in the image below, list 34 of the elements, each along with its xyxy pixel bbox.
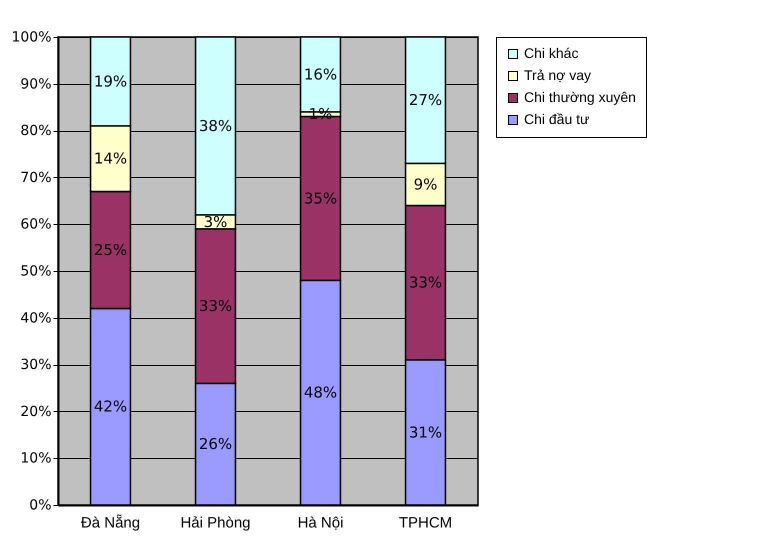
data-label: 33% (198, 297, 232, 316)
data-label: 38% (198, 116, 232, 135)
y-tick-label: 100% (11, 30, 52, 46)
x-tick-label: Hải Phòng (180, 514, 251, 532)
data-label: 31% (408, 423, 442, 442)
y-tick-label: 40% (20, 310, 52, 326)
data-label: 25% (94, 240, 128, 259)
data-label: 48% (304, 384, 338, 402)
legend-label: Chi khác (524, 45, 578, 61)
x-tick-label: Hà Nội (298, 514, 344, 532)
x-tick-label: TPHCM (398, 514, 452, 532)
x-tick-label: Đà Nẵng (80, 514, 140, 532)
legend-label: Trả nợ vay (524, 67, 592, 83)
y-tick-label: 80% (20, 123, 52, 140)
data-label: 9% (414, 175, 438, 194)
legend-label: Chi thường xuyên (524, 89, 636, 105)
data-label: 42% (94, 398, 128, 416)
legend-label: Chi đầu tư (524, 111, 590, 127)
y-tick-label: 50% (20, 264, 52, 280)
y-tick-label: 90% (20, 76, 52, 92)
data-label: 19% (94, 72, 128, 90)
y-tick-label: 30% (20, 357, 52, 374)
data-label: 33% (408, 274, 442, 292)
data-label: 16% (304, 65, 338, 84)
data-label: 27% (408, 91, 442, 110)
data-label: 35% (304, 189, 338, 208)
y-tick-label: 60% (20, 216, 52, 233)
y-tick-label: 0% (29, 498, 52, 514)
y-tick-label: 10% (20, 450, 52, 467)
data-label: 14% (94, 150, 128, 168)
y-tick-label: 70% (20, 170, 52, 186)
data-label: 3% (204, 212, 228, 231)
data-label: 26% (198, 435, 232, 454)
y-tick-label: 20% (20, 404, 52, 420)
